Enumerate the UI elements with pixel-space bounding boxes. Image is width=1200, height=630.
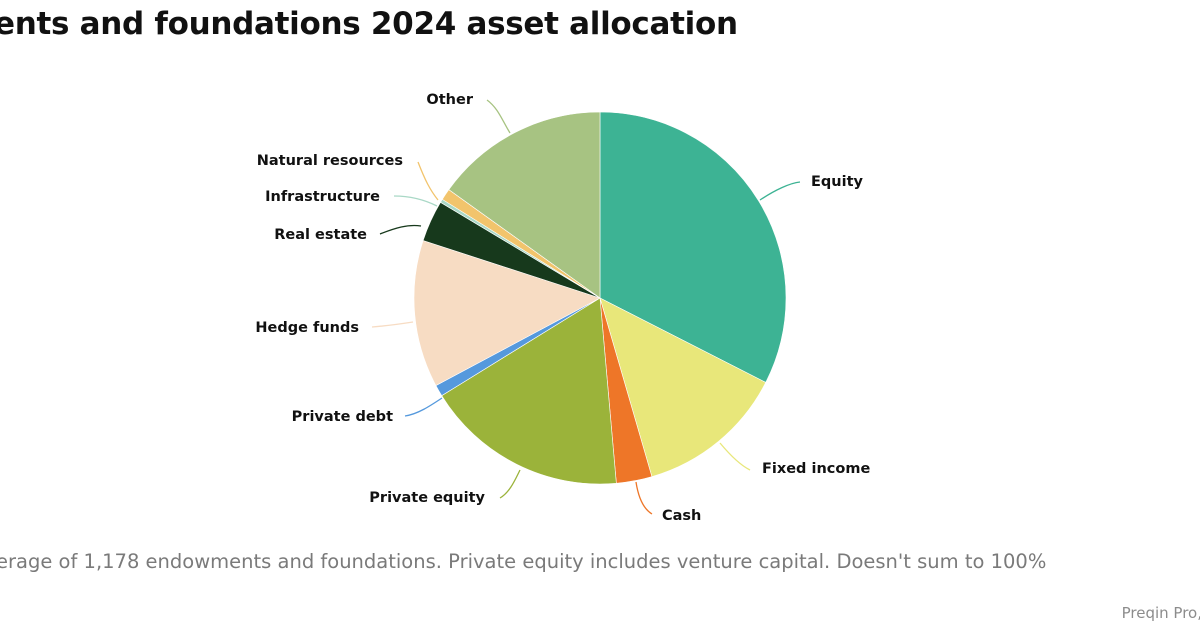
pie-slices (413, 111, 787, 485)
leader-line-cash (635, 481, 653, 515)
pie-slice-equity (599, 111, 787, 383)
leader-lines (371, 99, 801, 515)
chart-title: ents and foundations 2024 asset allocati… (0, 6, 738, 42)
label-private-equity: Private equity (369, 490, 485, 506)
leader-line-fixed-income (719, 442, 751, 471)
leader-line-real-estate (379, 224, 422, 235)
label-real-estate: Real estate (274, 227, 367, 243)
leader-line-hedge-funds (371, 321, 414, 328)
pie-slice-other (448, 111, 601, 299)
label-cash: Cash (662, 508, 701, 524)
pie-slice-private-equity (441, 297, 617, 485)
pie-slice-hedge-funds (413, 240, 601, 386)
label-hedge-funds: Hedge funds (255, 320, 359, 336)
leader-line-other (486, 99, 511, 134)
leader-line-private-equity (499, 469, 521, 499)
pie-slice-fixed-income (599, 297, 767, 477)
label-other: Other (426, 92, 473, 108)
label-infrastructure: Infrastructure (265, 189, 380, 205)
label-natural-resources: Natural resources (257, 153, 403, 169)
leader-line-natural-resources (417, 161, 439, 201)
label-equity: Equity (811, 174, 864, 190)
leader-line-infrastructure (393, 195, 438, 207)
label-private-debt: Private debt (292, 409, 393, 425)
chart-footnote: erage of 1,178 endowments and foundation… (0, 550, 1047, 573)
leader-line-equity (759, 181, 801, 201)
leader-line-private-debt (404, 397, 443, 417)
label-fixed-income: Fixed income (762, 461, 870, 477)
chart-source: Preqin Pro, (1121, 604, 1200, 622)
